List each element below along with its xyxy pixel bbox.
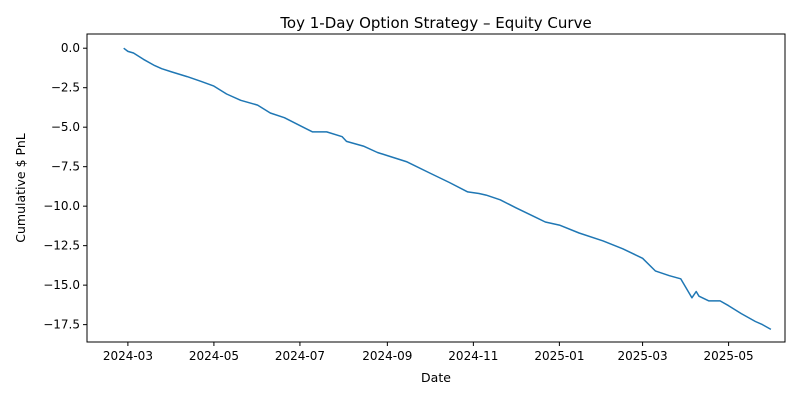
y-axis: 0.0 −2.5 −5.0 −7.5 −10.0 −12.5 −15.0 −17.5 (43, 41, 87, 332)
equity-curve-line (123, 47, 772, 331)
y-tick-label: −10.0 (43, 199, 80, 213)
plot-area-frame (86, 33, 786, 343)
x-axis: 2024-03 2024-05 2024-07 2024-09 2024-11 2025-… (103, 342, 754, 363)
y-tick-label: −15.0 (43, 278, 80, 292)
x-tick-label: 2025-03 (618, 349, 668, 363)
y-tick-label: −7.5 (51, 160, 80, 174)
x-tick-label: 2025-05 (704, 349, 754, 363)
y-tick-label: 0.0 (61, 41, 80, 55)
y-tick-label: −5.0 (51, 120, 80, 134)
x-tick-label: 2024-07 (275, 349, 325, 363)
y-tick-label: −17.5 (43, 318, 80, 332)
x-tick-label: 2024-09 (362, 349, 412, 363)
x-tick-label: 2024-11 (448, 349, 498, 363)
y-tick-label: −2.5 (51, 81, 80, 95)
chart-title: Toy 1-Day Option Strategy – Equity Curve (279, 14, 591, 32)
x-tick-label: 2024-03 (103, 349, 153, 363)
x-tick-label: 2025-01 (534, 349, 584, 363)
y-axis-label: Cumulative $ PnL (13, 133, 28, 242)
x-axis-label: Date (421, 370, 451, 385)
y-tick-label: −12.5 (43, 239, 80, 253)
x-tick-label: 2024-05 (189, 349, 239, 363)
